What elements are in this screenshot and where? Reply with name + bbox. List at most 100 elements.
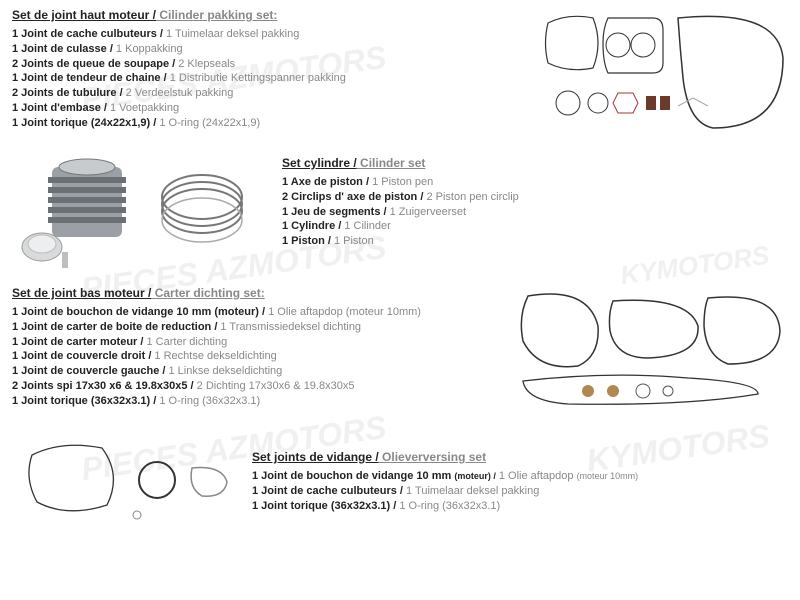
- list-item: 1 Joint de culasse / 1 Koppakking: [12, 43, 528, 57]
- item-list: 1 Axe de piston / 1 Piston pen2 Circlips…: [282, 176, 788, 249]
- section-image: [12, 152, 272, 272]
- item-nl: 1 O-ring (36x32x3.1): [396, 500, 500, 512]
- item-nl: 1 Distributie Kettingspanner pakking: [167, 72, 346, 84]
- section-image: [12, 430, 242, 530]
- list-item: 2 Joints spi 17x30 x6 & 19.8x30x5 / 2 Di…: [12, 380, 498, 394]
- list-item: 1 Joint de tendeur de chaine / 1 Distrib…: [12, 72, 528, 86]
- item-list: 1 Joint de bouchon de vidange 10 mm (mot…: [252, 470, 788, 513]
- list-item: 1 Piston / 1 Piston: [282, 235, 788, 249]
- title-nl: Cilinder set: [357, 156, 426, 170]
- top-gasket-icon: [538, 8, 788, 138]
- item-fr: 1 Axe de piston /: [282, 176, 369, 188]
- list-item: 1 Joint de carter de boite de reduction …: [12, 321, 498, 335]
- list-item: 2 Circlips d' axe de piston / 2 Piston p…: [282, 191, 788, 205]
- bottom-gasket-icon: [508, 286, 788, 416]
- section-bottom-gasket: Set de joint bas moteur / Carter dichtin…: [12, 286, 788, 416]
- title-nl: Olieverversing set: [379, 450, 486, 464]
- list-item: 1 Joint d'embase / 1 Voetpakking: [12, 102, 528, 116]
- item-nl: 1 Cilinder: [341, 220, 391, 232]
- item-fr: 1 Cylindre /: [282, 220, 341, 232]
- item-fr: 2 Joints de tubulure /: [12, 87, 123, 99]
- section-text: Set cylindre / Cilinder set 1 Axe de pis…: [282, 152, 788, 272]
- item-fr: 1 Joint de carter moteur /: [12, 336, 143, 348]
- title-fr: Set de joint haut moteur /: [12, 8, 156, 22]
- item-fr: 1 Joint torique (24x22x1,9) /: [12, 117, 156, 129]
- item-nl: 1 Tuimelaar deksel pakking: [403, 485, 539, 497]
- section-image: [538, 8, 788, 138]
- item-nl: 1 Zuigerveerset: [387, 206, 466, 218]
- item-fr: 1 Joint de bouchon de vidange 10 mm (mot…: [12, 306, 265, 318]
- item-nl: 1 Olie aftapdop (moteur 10mm): [265, 306, 421, 318]
- item-nl: 1 Voetpakking: [107, 102, 179, 114]
- item-fr: 1 Joint torique (36x32x3.1) /: [252, 500, 396, 512]
- title-nl: Carter dichting set:: [151, 286, 264, 300]
- list-item: 1 Cylindre / 1 Cilinder: [282, 220, 788, 234]
- item-list: 1 Joint de bouchon de vidange 10 mm (mot…: [12, 306, 498, 408]
- item-fr: 1 Joint de cache culbuteurs /: [12, 28, 163, 40]
- list-item: 1 Joint de bouchon de vidange 10 mm (mot…: [12, 306, 498, 320]
- item-fr: 1 Joint de couvercle droit /: [12, 350, 151, 362]
- list-item: 1 Joint torique (24x22x1,9) / 1 O-ring (…: [12, 117, 528, 131]
- section-title: Set de joint bas moteur / Carter dichtin…: [12, 286, 498, 300]
- drain-set-icon: [12, 430, 242, 530]
- section-text: Set joints de vidange / Olieverversing s…: [252, 430, 788, 530]
- item-nl: 1 O-ring (24x22x1,9): [156, 117, 260, 129]
- title-fr: Set joints de vidange /: [252, 450, 379, 464]
- cylinder-icon: [12, 152, 272, 272]
- item-nl: 1 Piston: [331, 235, 374, 247]
- section-drain: Set joints de vidange / Olieverversing s…: [12, 430, 788, 530]
- list-item: 1 Joint de couvercle gauche / 1 Linkse d…: [12, 365, 498, 379]
- list-item: 1 Joint de cache culbuteurs / 1 Tuimelaa…: [252, 485, 788, 499]
- item-nl: 1 Piston pen: [369, 176, 433, 188]
- title-nl: Cilinder pakking set:: [156, 8, 277, 22]
- item-nl: 1 Carter dichting: [143, 336, 227, 348]
- item-nl: 1 O-ring (36x32x3.1): [156, 395, 260, 407]
- item-nl: 1 Rechtse dekseldichting: [151, 350, 276, 362]
- item-nl: 2 Klepseals: [175, 58, 235, 70]
- list-item: 1 Joint de bouchon de vidange 10 mm (mot…: [252, 470, 788, 484]
- item-nl: 1 Transmissiedeksel dichting: [217, 321, 361, 333]
- list-item: 1 Jeu de segments / 1 Zuigerveerset: [282, 206, 788, 220]
- item-nl: 1 Koppakking: [113, 43, 183, 55]
- item-fr-small: (moteur) /: [454, 471, 496, 481]
- item-nl: 2 Dichting 17x30x6 & 19.8x30x5: [194, 380, 355, 392]
- item-fr: 2 Circlips d' axe de piston /: [282, 191, 423, 203]
- item-fr: 1 Joint de bouchon de vidange 10 mm: [252, 470, 454, 482]
- item-nl: 2 Piston pen circlip: [423, 191, 518, 203]
- item-fr: 2 Joints spi 17x30 x6 & 19.8x30x5 /: [12, 380, 194, 392]
- item-fr: 1 Joint de carter de boite de reduction …: [12, 321, 217, 333]
- title-fr: Set cylindre /: [282, 156, 357, 170]
- item-fr: 1 Jeu de segments /: [282, 206, 387, 218]
- list-item: 2 Joints de tubulure / 2 Verdeelstuk pak…: [12, 87, 528, 101]
- section-text: Set de joint bas moteur / Carter dichtin…: [12, 286, 498, 416]
- item-nl-small: (moteur 10mm): [577, 471, 639, 481]
- list-item: 1 Axe de piston / 1 Piston pen: [282, 176, 788, 190]
- section-text: Set de joint haut moteur / Cilinder pakk…: [12, 8, 528, 138]
- item-fr: 1 Joint de tendeur de chaine /: [12, 72, 167, 84]
- item-list: 1 Joint de cache culbuteurs / 1 Tuimelaa…: [12, 28, 528, 130]
- item-fr: 1 Joint d'embase /: [12, 102, 107, 114]
- item-nl: 1 Olie aftapdop: [496, 470, 577, 482]
- list-item: 2 Joints de queue de soupape / 2 Klepsea…: [12, 58, 528, 72]
- section-title: Set joints de vidange / Olieverversing s…: [252, 450, 788, 464]
- item-nl: 1 Linkse dekseldichting: [165, 365, 282, 377]
- item-fr: 1 Piston /: [282, 235, 331, 247]
- list-item: 1 Joint torique (36x32x3.1) / 1 O-ring (…: [252, 500, 788, 514]
- list-item: 1 Joint de couvercle droit / 1 Rechtse d…: [12, 350, 498, 364]
- section-title: Set de joint haut moteur / Cilinder pakk…: [12, 8, 528, 22]
- list-item: 1 Joint de cache culbuteurs / 1 Tuimelaa…: [12, 28, 528, 42]
- item-fr: 1 Joint de cache culbuteurs /: [252, 485, 403, 497]
- title-fr: Set de joint bas moteur /: [12, 286, 151, 300]
- section-title: Set cylindre / Cilinder set: [282, 156, 788, 170]
- item-nl: 1 Tuimelaar deksel pakking: [163, 28, 299, 40]
- item-fr: 2 Joints de queue de soupape /: [12, 58, 175, 70]
- item-fr: 1 Joint torique (36x32x3.1) /: [12, 395, 156, 407]
- section-cylinder: Set cylindre / Cilinder set 1 Axe de pis…: [12, 152, 788, 272]
- list-item: 1 Joint torique (36x32x3.1) / 1 O-ring (…: [12, 395, 498, 409]
- item-nl: 2 Verdeelstuk pakking: [123, 87, 234, 99]
- section-image: [508, 286, 788, 416]
- item-fr: 1 Joint de culasse /: [12, 43, 113, 55]
- section-top-gasket: Set de joint haut moteur / Cilinder pakk…: [12, 8, 788, 138]
- list-item: 1 Joint de carter moteur / 1 Carter dich…: [12, 336, 498, 350]
- item-fr: 1 Joint de couvercle gauche /: [12, 365, 165, 377]
